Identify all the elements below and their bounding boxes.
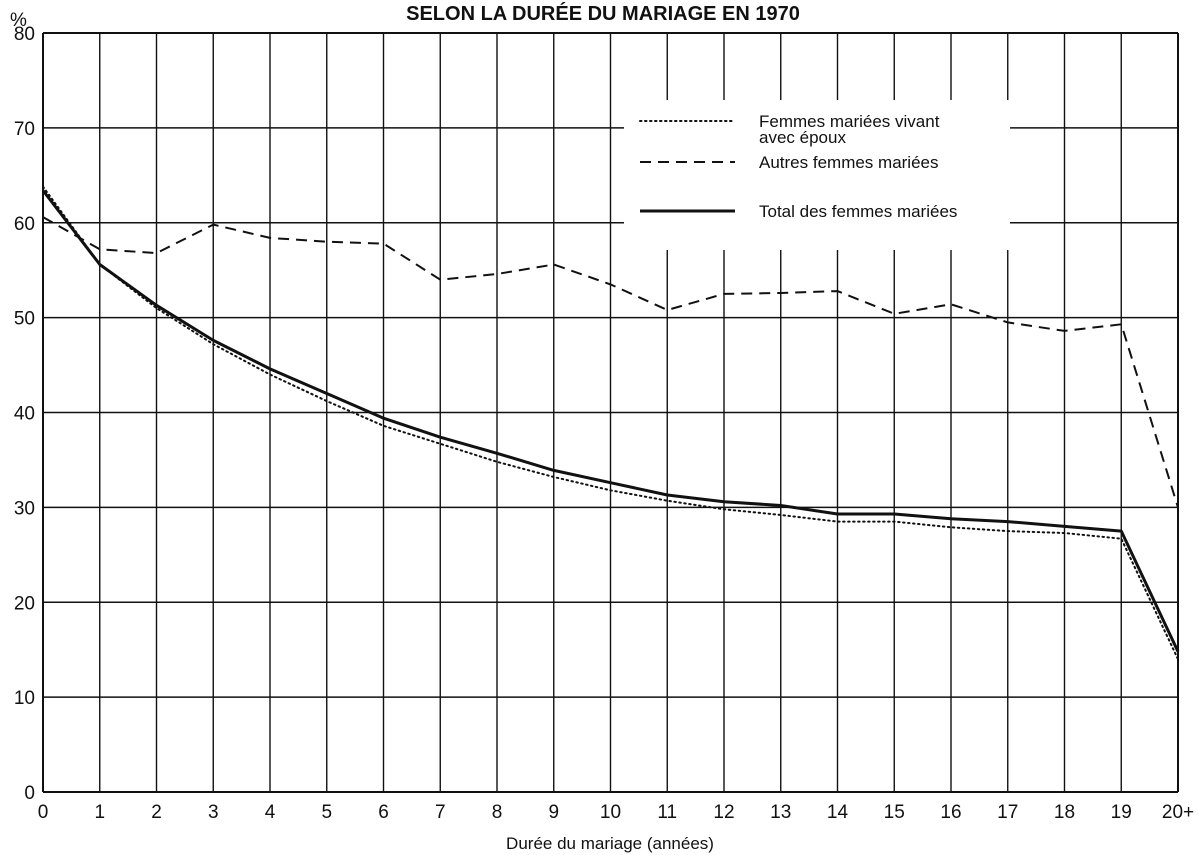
series-line-solid	[41, 189, 1180, 653]
x-tick-label: 10	[600, 802, 621, 823]
legend-label: Femmes mariées vivant	[759, 112, 940, 131]
x-tick-labels: 0 1 2 3 4 5 6 7 8 9 10 11 12 13 14 15 16 17 18 19 20+	[38, 802, 1194, 823]
series-line-dashed	[42, 216, 1179, 508]
x-axis-label: Durée du mariage (années)	[506, 834, 714, 853]
x-tick-label: 18	[1054, 802, 1075, 823]
x-tick-label: 12	[713, 802, 734, 823]
y-tick-label: 10	[14, 688, 35, 709]
x-tick-label: 20+	[1162, 802, 1194, 823]
x-tick-label: 3	[208, 802, 219, 823]
x-tick-label: 4	[265, 802, 276, 823]
series-line-dotted	[42, 185, 1179, 661]
legend-background	[624, 100, 1010, 250]
y-tick-label: 70	[14, 119, 35, 140]
x-tick-label: 1	[94, 802, 105, 823]
legend-label: Autres femmes mariées	[759, 153, 939, 172]
chart-title: SELON LA DURÉE DU MARIAGE EN 1970	[406, 2, 800, 25]
legend-label: avec époux	[759, 128, 846, 147]
x-tick-label: 0	[38, 802, 49, 823]
x-tick-label: 5	[321, 802, 332, 823]
y-tick-label: 50	[14, 309, 35, 330]
x-tick-label: 15	[884, 802, 905, 823]
x-tick-label: 19	[1111, 802, 1132, 823]
x-tick-label: 9	[548, 802, 559, 823]
x-tick-label: 2	[151, 802, 162, 823]
x-tick-label: 14	[827, 802, 849, 823]
y-tick-label: 30	[14, 498, 35, 519]
y-tick-label: 0	[24, 783, 35, 804]
series-layer	[41, 185, 1180, 661]
x-tick-label: 6	[378, 802, 389, 823]
y-axis-label: %	[10, 10, 27, 31]
x-tick-label: 8	[492, 802, 503, 823]
y-tick-label: 60	[14, 214, 35, 235]
x-tick-label: 13	[770, 802, 791, 823]
x-tick-label: 11	[657, 802, 677, 823]
x-tick-label: 7	[435, 802, 446, 823]
x-tick-label: 17	[997, 802, 1018, 823]
y-tick-label: 80	[14, 24, 35, 45]
y-tick-labels: 0 10 20 30 40 50 60 70 80	[14, 24, 35, 804]
legend-label: Total des femmes mariées	[759, 202, 957, 221]
y-tick-label: 40	[14, 404, 35, 425]
y-tick-label: 20	[14, 593, 35, 614]
x-tick-label: 16	[940, 802, 961, 823]
